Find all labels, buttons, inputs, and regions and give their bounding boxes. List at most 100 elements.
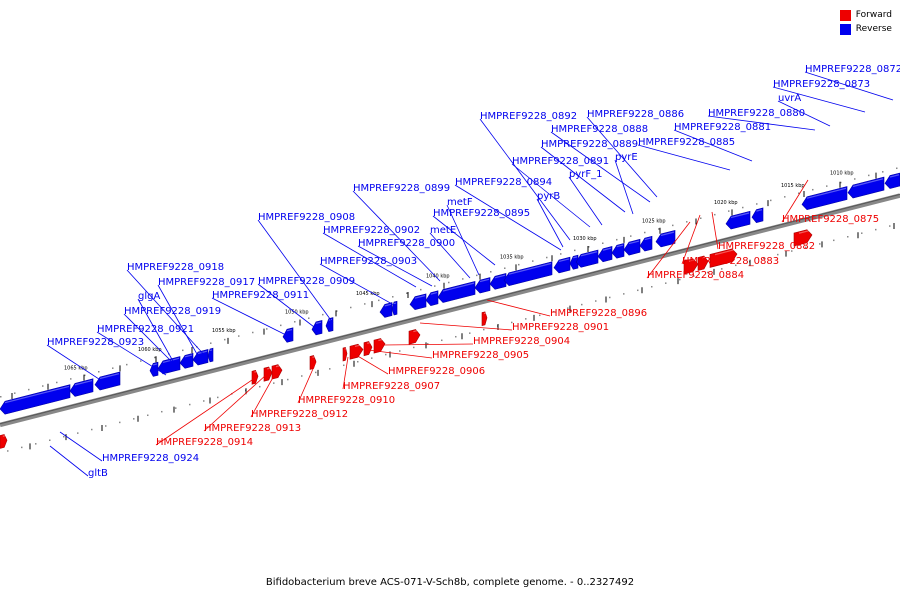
gene-label: HMPREF9228_0883 [682,256,779,267]
track-dot [126,363,128,366]
track-dot [0,396,2,398]
gene-label: HMPREF9228_0905 [432,350,529,361]
track-dot [175,407,177,409]
track-dot [217,396,219,399]
track-dot [553,310,555,313]
track-dot [133,418,135,420]
reverse-gene [207,347,214,363]
gene-label: HMPREF9228_0906 [388,366,485,377]
gene-label: HMPREF9228_0917 [158,277,255,288]
track-dot [140,360,142,362]
gene-label: HMPREF9228_0910 [298,395,395,406]
label-leader-line [681,214,701,265]
gene-label: HMPREF9228_0892 [480,111,577,122]
track-dot [518,263,520,266]
track-dot [560,253,562,255]
label-leader-line [804,71,894,101]
gene-label: metE [430,225,456,236]
track-dot [308,317,310,319]
track-dot [385,353,387,356]
track-dot [28,388,30,391]
label-leader-line [637,144,731,171]
track-dot [777,253,779,256]
label-leader-line [536,198,564,248]
track-dot [623,293,625,295]
track-dot [455,335,457,338]
track-dot [343,364,345,367]
track-dot [322,313,324,316]
reverse-gene [553,256,571,274]
legend-reverse: Reverse [839,22,892,36]
reverse-gene [725,210,751,230]
label-leader-line [479,118,571,241]
label-leader-line [446,204,480,276]
track-dot [574,249,576,252]
track-dot [686,221,688,223]
gene-label: HMPREF9228_0901 [512,322,609,333]
track-dot [364,303,366,305]
reverse-gene [157,356,181,375]
gene-label: HMPREF9228_0889 [541,139,638,150]
track-dot [504,267,506,269]
legend-reverse-label: Reverse [855,24,892,34]
track-dot [238,335,240,337]
forward-gene [349,343,364,360]
track-dot [644,231,646,234]
track-dot [105,425,107,427]
scale-tick-label: 1030 kbp [573,236,597,242]
label-leader-line [614,159,634,215]
track-dot [7,450,9,452]
gene-label: HMPREF9228_0873 [773,79,870,90]
track-dot [98,371,100,373]
scale-tick-label: 1035 kbp [500,255,524,261]
label-leader-line [486,299,551,317]
forward-gene [0,434,8,449]
gene-label: HMPREF9228_0904 [473,336,570,347]
scale-tick-label: 1040 kbp [426,273,450,279]
label-leader-line [711,211,719,250]
gene-label: metF [447,197,473,208]
track-dot [252,331,254,334]
track-dot [35,443,37,445]
track-dot [56,381,58,384]
track-dot [189,403,191,406]
track-dot [602,242,604,244]
track-dot [280,324,282,327]
reverse-gene [597,246,613,263]
gene-label: pyrF_1 [569,169,603,180]
label-leader-line [568,176,603,226]
gene-label: HMPREF9228_0913 [204,423,301,434]
forward-gene [263,366,273,382]
track-dot [70,378,72,380]
track-dot [700,217,702,219]
scale-tick-label: 1010 kbp [830,170,854,176]
track-dot [371,357,373,359]
track-dot [301,375,303,377]
label-leader-line [646,221,691,279]
reverse-gene [503,261,553,287]
label-leader-line [355,354,389,375]
track-dot [854,178,856,180]
track-dot [294,321,296,323]
track-dot [896,167,898,170]
reverse-gene [179,352,194,369]
track-dot [742,206,744,209]
gene-label: HMPREF9228_0891 [512,156,609,167]
reverse-gene [474,277,491,294]
label-leader-line [96,331,167,376]
gene-label: HMPREF9228_0919 [124,306,221,317]
gene-label: HMPREF9228_0911 [212,290,309,301]
label-leader-line [250,371,277,418]
gene-label: HMPREF9228_0924 [102,453,199,464]
track-dot [658,228,660,230]
track-dot [784,196,786,198]
track-dot [427,343,429,345]
reverse-gene [391,300,398,316]
label-leader-line [781,179,809,223]
track-dot [483,328,485,331]
track-dot [581,303,583,306]
track-dot [861,232,863,234]
label-leader-line [297,361,317,404]
